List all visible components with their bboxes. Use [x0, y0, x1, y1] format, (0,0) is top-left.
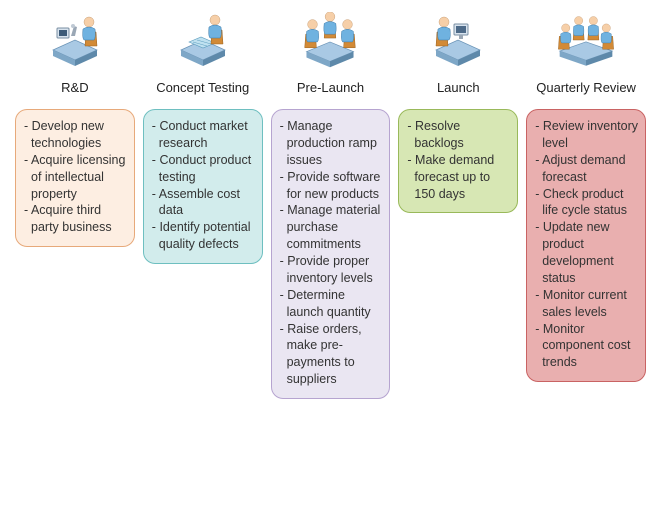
person-drafting-desk-icon — [168, 10, 238, 70]
card-item: Manage material purchase commitments — [280, 202, 384, 253]
column-card: Review inventory levelAdjust demand fore… — [526, 109, 646, 382]
card-item: Identify potential quality defects — [152, 219, 256, 253]
column-launch: Launch Resolve backlogsMake demand forec… — [398, 10, 518, 399]
person-computer-desk-icon — [423, 10, 493, 70]
card-item: Adjust demand forecast — [535, 152, 639, 186]
column-title: Pre-Launch — [297, 80, 364, 95]
card-item: Raise orders, make pre-payments to suppl… — [280, 321, 384, 389]
card-item: Make demand forecast up to 150 days — [407, 152, 511, 203]
card-item: Monitor component cost trends — [535, 321, 639, 372]
process-columns: R&D Develop new technologiesAcquire lice… — [0, 0, 661, 409]
column-rd: R&D Develop new technologiesAcquire lice… — [15, 10, 135, 399]
card-item: Conduct market research — [152, 118, 256, 152]
card-item: Assemble cost data — [152, 186, 256, 220]
column-card: Develop new technologiesAcquire licensin… — [15, 109, 135, 247]
column-concept: Concept Testing Conduct market researchC… — [143, 10, 263, 399]
column-card: Conduct market researchConduct product t… — [143, 109, 263, 264]
card-item: Check product life cycle status — [535, 186, 639, 220]
column-title: Concept Testing — [156, 80, 249, 95]
card-item: Manage production ramp issues — [280, 118, 384, 169]
four-people-conference-table-icon — [551, 10, 621, 70]
card-item: Update new product development status — [535, 219, 639, 287]
column-title: R&D — [61, 80, 88, 95]
card-item: Review inventory level — [535, 118, 639, 152]
column-card: Manage production ramp issuesProvide sof… — [271, 109, 391, 399]
person-lab-desk-icon — [40, 10, 110, 70]
card-item: Provide proper inventory levels — [280, 253, 384, 287]
column-title: Launch — [437, 80, 480, 95]
column-title: Quarterly Review — [536, 80, 636, 95]
card-item: Acquire licensing of intellectual proper… — [24, 152, 128, 203]
column-quarterly: Quarterly Review Review inventory levelA… — [526, 10, 646, 399]
card-item: Conduct product testing — [152, 152, 256, 186]
three-people-meeting-table-icon — [295, 10, 365, 70]
column-prelaunch: Pre-Launch Manage production ramp issues… — [271, 10, 391, 399]
card-item: Determine launch quantity — [280, 287, 384, 321]
column-card: Resolve backlogsMake demand forecast up … — [398, 109, 518, 213]
card-item: Monitor current sales levels — [535, 287, 639, 321]
card-item: Acquire third party business — [24, 202, 128, 236]
card-item: Provide software for new products — [280, 169, 384, 203]
card-item: Develop new technologies — [24, 118, 128, 152]
card-item: Resolve backlogs — [407, 118, 511, 152]
